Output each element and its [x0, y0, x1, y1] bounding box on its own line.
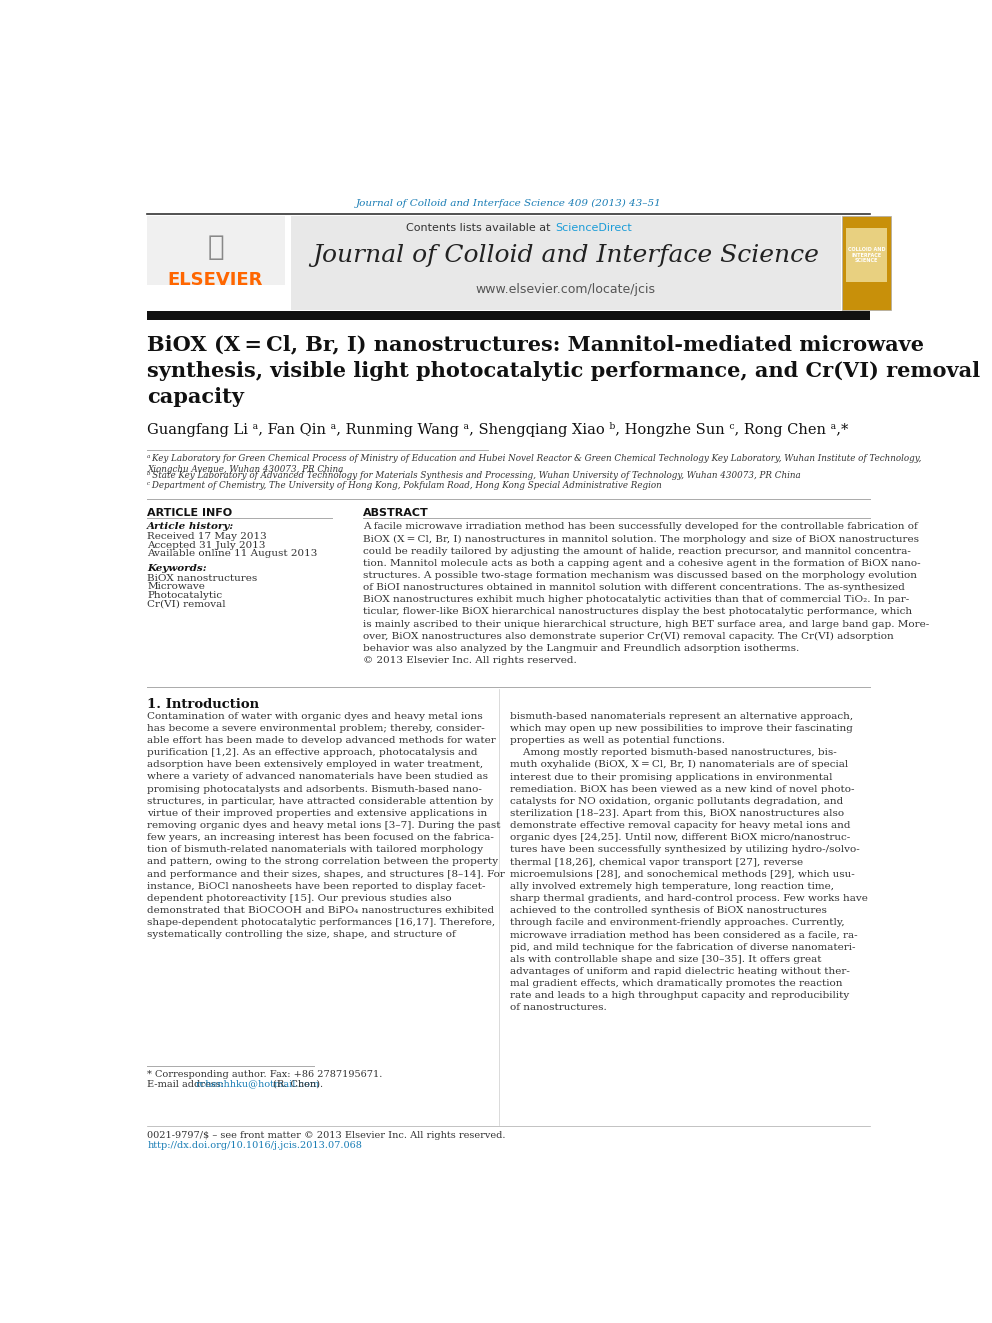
- Text: Keywords:: Keywords:: [147, 564, 207, 573]
- Text: 🌳: 🌳: [207, 233, 224, 262]
- Text: ScienceDirect: ScienceDirect: [555, 224, 632, 233]
- Text: bismuth-based nanomaterials represent an alternative approach,
which may open up: bismuth-based nanomaterials represent an…: [510, 712, 868, 1012]
- Text: ᵇ State Key Laboratory of Advanced Technology for Materials Synthesis and Proces: ᵇ State Key Laboratory of Advanced Techn…: [147, 471, 801, 480]
- Text: 0021-9797/$ – see front matter © 2013 Elsevier Inc. All rights reserved.: 0021-9797/$ – see front matter © 2013 El…: [147, 1131, 506, 1140]
- Text: Microwave: Microwave: [147, 582, 205, 591]
- Text: * Corresponding author. Fax: +86 2787195671.: * Corresponding author. Fax: +86 2787195…: [147, 1070, 383, 1080]
- Bar: [147, 311, 870, 320]
- Text: 1. Introduction: 1. Introduction: [147, 697, 259, 710]
- Text: Article history:: Article history:: [147, 523, 234, 532]
- Bar: [291, 216, 841, 310]
- Text: (R. Chen).: (R. Chen).: [273, 1080, 323, 1089]
- Text: Journal of Colloid and Interface Science: Journal of Colloid and Interface Science: [312, 243, 819, 266]
- Bar: [846, 228, 887, 282]
- Text: A facile microwave irradiation method has been successfully developed for the co: A facile microwave irradiation method ha…: [363, 523, 929, 665]
- Text: COLLOID AND
INTERFACE
SCIENCE: COLLOID AND INTERFACE SCIENCE: [848, 246, 885, 263]
- Text: BiOX nanostructures: BiOX nanostructures: [147, 574, 258, 583]
- Text: Contents lists available at: Contents lists available at: [406, 224, 555, 233]
- Text: E-mail address:: E-mail address:: [147, 1080, 227, 1089]
- Text: Cr(VI) removal: Cr(VI) removal: [147, 599, 226, 609]
- Text: Received 17 May 2013: Received 17 May 2013: [147, 532, 267, 541]
- Text: Guangfang Li ᵃ, Fan Qin ᵃ, Runming Wang ᵃ, Shengqiang Xiao ᵇ, Hongzhe Sun ᶜ, Ron: Guangfang Li ᵃ, Fan Qin ᵃ, Runming Wang …: [147, 422, 848, 437]
- Text: ELSEVIER: ELSEVIER: [168, 271, 263, 290]
- Text: Journal of Colloid and Interface Science 409 (2013) 43–51: Journal of Colloid and Interface Science…: [355, 198, 662, 208]
- Text: BiOX (X = Cl, Br, I) nanostructures: Mannitol-mediated microwave
synthesis, visi: BiOX (X = Cl, Br, I) nanostructures: Man…: [147, 335, 980, 407]
- Text: ABSTRACT: ABSTRACT: [363, 508, 429, 517]
- Text: Photocatalytic: Photocatalytic: [147, 591, 222, 599]
- Text: www.elsevier.com/locate/jcis: www.elsevier.com/locate/jcis: [476, 283, 656, 296]
- Text: ARTICLE INFO: ARTICLE INFO: [147, 508, 232, 517]
- Text: Contamination of water with organic dyes and heavy metal ions
has become a sever: Contamination of water with organic dyes…: [147, 712, 505, 939]
- Bar: [147, 216, 286, 284]
- Text: Accepted 31 July 2013: Accepted 31 July 2013: [147, 541, 266, 549]
- Text: ᶜ Department of Chemistry, The University of Hong Kong, Pokfulam Road, Hong Kong: ᶜ Department of Chemistry, The Universit…: [147, 482, 662, 491]
- Bar: [841, 216, 891, 310]
- Text: ᵃ Key Laboratory for Green Chemical Process of Ministry of Education and Hubei N: ᵃ Key Laboratory for Green Chemical Proc…: [147, 454, 922, 475]
- Text: rchenhhku@hotmail.com: rchenhhku@hotmail.com: [196, 1080, 320, 1089]
- Text: http://dx.doi.org/10.1016/j.jcis.2013.07.068: http://dx.doi.org/10.1016/j.jcis.2013.07…: [147, 1140, 362, 1150]
- Text: Available online 11 August 2013: Available online 11 August 2013: [147, 549, 317, 558]
